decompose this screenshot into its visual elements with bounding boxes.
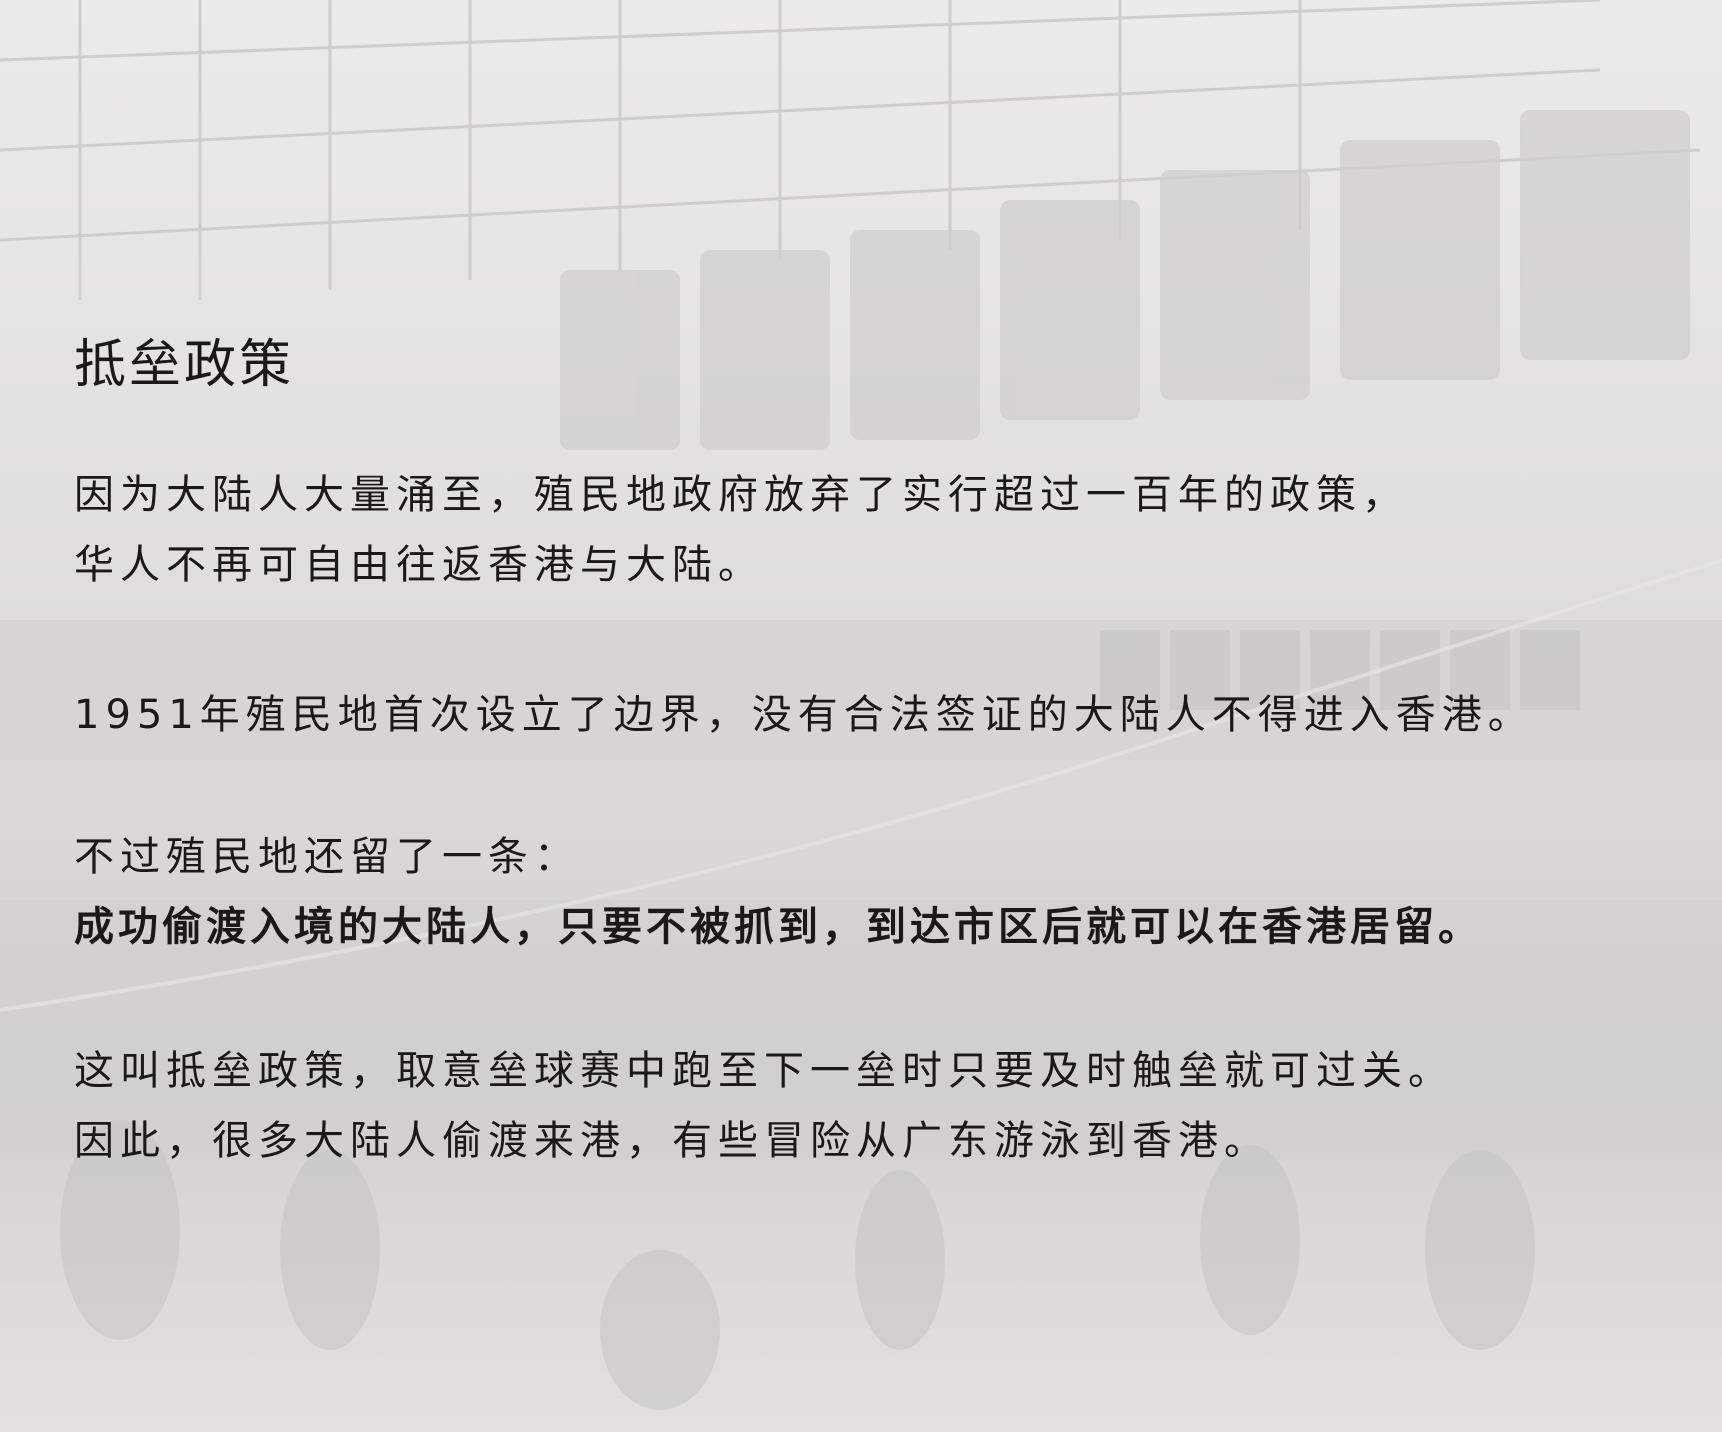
paragraph-1-line-1: 因为大陆人大量涌至，殖民地政府放弃了实行超过一百年的政策， — [74, 472, 1408, 518]
paragraph-4-line-2: 因此，很多大陆人偷渡来港，有些冒险从广东游泳到香港。 — [74, 1118, 1270, 1164]
paragraph-3-line-1: 不过殖民地还留了一条： — [74, 834, 580, 880]
paragraph-4-line-1: 这叫抵垒政策，取意垒球赛中跑至下一垒时只要及时触垒就可过关。 — [74, 1048, 1454, 1094]
paragraph-4: 这叫抵垒政策，取意垒球赛中跑至下一垒时只要及时触垒就可过关。 因此，很多大陆人偷… — [74, 1036, 1454, 1176]
paragraph-3: 不过殖民地还留了一条： 成功偷渡入境的大陆人，只要不被抓到，到达市区后就可以在香… — [74, 822, 1482, 962]
paragraph-1: 因为大陆人大量涌至，殖民地政府放弃了实行超过一百年的政策， 华人不再可自由往返香… — [74, 460, 1408, 600]
page-title: 抵垒政策 — [74, 335, 295, 395]
paragraph-1-line-2: 华人不再可自由往返香港与大陆。 — [74, 542, 764, 588]
paragraph-2-line-1: 1951年殖民地首次设立了边界，没有合法签证的大陆人不得进入香港。 — [74, 692, 1534, 738]
paragraph-3-line-2-emphasis: 成功偷渡入境的大陆人，只要不被抓到，到达市区后就可以在香港居留。 — [74, 904, 1482, 950]
paragraph-2: 1951年殖民地首次设立了边界，没有合法签证的大陆人不得进入香港。 — [74, 680, 1534, 750]
